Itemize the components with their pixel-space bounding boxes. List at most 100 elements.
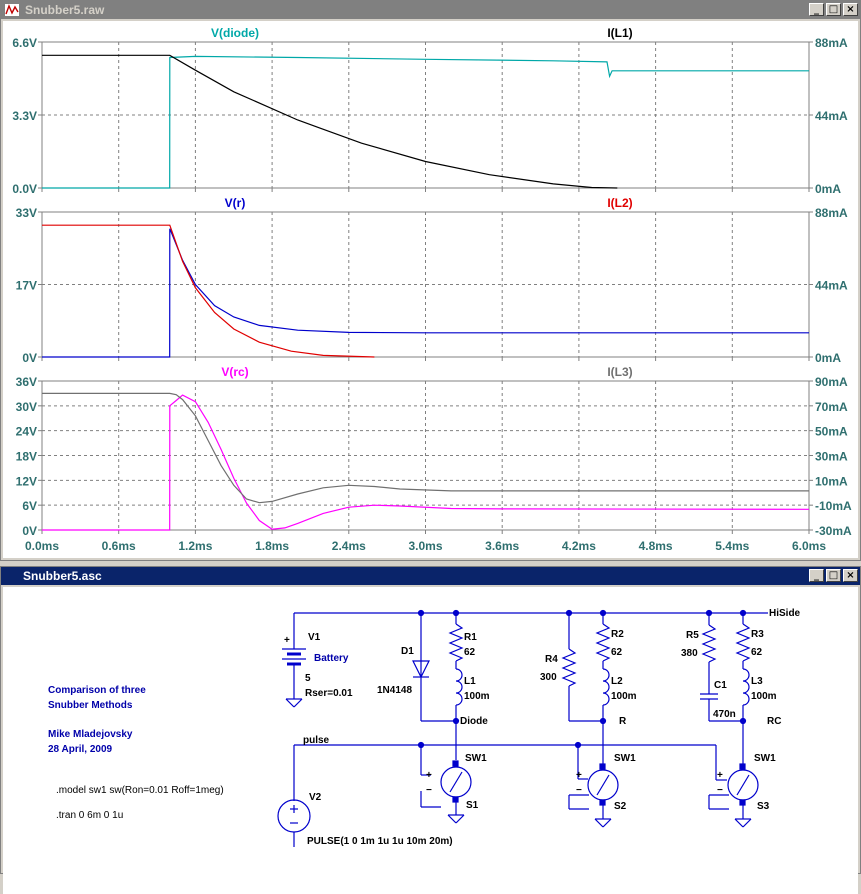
s3-instance: S3 xyxy=(757,801,770,812)
schematic-drawing[interactable]: Comparison of three Snubber Methods Mike… xyxy=(3,587,858,873)
y-tick-right-label: -10mA xyxy=(815,499,852,513)
plot-area[interactable]: 6.6V 88mA 3.3V 44mA 0.0V 0mA V(diode) I(L1) 33V 8… xyxy=(3,21,858,558)
plot-pane-1[interactable] xyxy=(38,41,813,192)
y-tick-left-label: 0.0V xyxy=(12,182,37,196)
x-tick-label: 1.8ms xyxy=(255,539,289,553)
r1-name: R1 xyxy=(464,632,477,643)
y-tick-right-label: 0mA xyxy=(815,182,841,196)
s1-plus: + xyxy=(426,770,432,781)
minimize-button[interactable]: _ xyxy=(809,3,824,16)
trace-label[interactable]: I(L2) xyxy=(607,196,632,210)
y-tick-left-label: 6.6V xyxy=(12,36,37,50)
s3-plus: + xyxy=(717,770,723,781)
s3-minus: − xyxy=(717,785,723,796)
ground-symbol xyxy=(285,698,303,708)
y-tick-left-label: 24V xyxy=(16,425,37,439)
y-tick-left-label: 36V xyxy=(16,375,37,389)
rc-node-label: RC xyxy=(767,716,781,727)
schematic-window-title: Snubber5.asc xyxy=(23,569,102,583)
trace-i-l1-[interactable] xyxy=(42,54,618,189)
r5-value: 380 xyxy=(681,648,698,659)
y-tick-left-label: 0V xyxy=(22,524,37,538)
voltage-source-v2[interactable] xyxy=(277,799,311,847)
d1-model: 1N4148 xyxy=(377,685,412,696)
y-tick-right-label: 90mA xyxy=(815,375,848,389)
y-tick-right-label: 30mA xyxy=(815,450,848,464)
waveform-icon xyxy=(4,3,20,17)
c1-name: C1 xyxy=(714,680,727,691)
l3-name: L3 xyxy=(751,676,763,687)
waveform-titlebar[interactable]: Snubber5.raw _ □ × xyxy=(1,1,860,19)
trace-label[interactable]: V(rc) xyxy=(221,365,248,379)
sw1-model-3: SW1 xyxy=(754,753,776,764)
waveform-window: Snubber5.raw _ □ × 6.6V 88mA 3.3V 44mA 0.0V 0… xyxy=(0,0,861,561)
trace-i-l3-[interactable] xyxy=(42,392,809,504)
minimize-button[interactable]: _ xyxy=(809,569,824,582)
maximize-button[interactable]: □ xyxy=(826,569,841,582)
maximize-button[interactable]: □ xyxy=(826,3,841,16)
y-tick-left-label: 33V xyxy=(16,206,37,220)
y-tick-right-label: 88mA xyxy=(815,206,848,220)
tran-directive[interactable]: .tran 0 6m 0 1u xyxy=(56,810,123,821)
y-tick-right-label: 70mA xyxy=(815,400,848,414)
trace-label[interactable]: V(diode) xyxy=(211,26,259,40)
plot-pane-2[interactable] xyxy=(38,211,813,361)
x-tick-label: 0.0ms xyxy=(25,539,59,553)
x-tick-label: 5.4ms xyxy=(715,539,749,553)
battery-v1[interactable] xyxy=(282,613,306,699)
r1-value: 62 xyxy=(464,647,476,658)
pulse-label: pulse xyxy=(303,735,330,746)
trace-i-l2-[interactable] xyxy=(42,224,375,358)
close-button[interactable]: × xyxy=(843,569,858,582)
y-tick-right-label: 50mA xyxy=(815,425,848,439)
r2-value: 62 xyxy=(611,647,623,658)
trace-v-r-[interactable] xyxy=(42,228,809,358)
s2-instance: S2 xyxy=(614,801,627,812)
l3-value: 100m xyxy=(751,691,777,702)
y-tick-right-label: 10mA xyxy=(815,474,848,488)
s2-plus: + xyxy=(576,770,582,781)
l1-value: 100m xyxy=(464,691,490,702)
battery-name: V1 xyxy=(308,632,321,643)
x-tick-label: 3.6ms xyxy=(485,539,519,553)
s1-instance: S1 xyxy=(466,800,479,811)
x-tick-label: 1.2ms xyxy=(178,539,212,553)
branch-1[interactable] xyxy=(412,609,472,824)
schematic-canvas[interactable]: Comparison of three Snubber Methods Mike… xyxy=(3,587,858,894)
y-tick-right-label: 0mA xyxy=(815,351,841,365)
branch-3[interactable] xyxy=(700,609,759,828)
sw1-model-1: SW1 xyxy=(465,753,487,764)
r2-name: R2 xyxy=(611,629,624,640)
x-tick-label: 3.0ms xyxy=(408,539,442,553)
battery-plus: + xyxy=(284,635,290,646)
author-date: 28 April, 2009 xyxy=(48,744,113,755)
s2-minus: − xyxy=(576,785,582,796)
hiside-label: HiSide xyxy=(769,608,801,619)
schematic-window: Snubber5.asc _ □ × Comparison of three S… xyxy=(0,566,861,894)
model-directive[interactable]: .model sw1 sw(Ron=0.01 Roff=1meg) xyxy=(56,785,224,796)
title-line-2: Snubber Methods xyxy=(48,700,133,711)
waveform-plots[interactable]: 6.6V 88mA 3.3V 44mA 0.0V 0mA V(diode) I(L1) 33V 8… xyxy=(3,21,858,558)
v2-name: V2 xyxy=(309,792,322,803)
trace-label[interactable]: I(L1) xyxy=(607,26,632,40)
r4-name: R4 xyxy=(545,654,558,665)
y-tick-left-label: 18V xyxy=(16,450,37,464)
plot-pane-3[interactable] xyxy=(38,380,813,534)
author-name: Mike Mladejovsky xyxy=(48,729,133,740)
trace-v-diode-[interactable] xyxy=(42,55,809,189)
r5-name: R5 xyxy=(686,630,699,641)
r3-value: 62 xyxy=(751,647,763,658)
r4-value: 300 xyxy=(540,672,557,683)
trace-label[interactable]: I(L3) xyxy=(607,365,632,379)
battery-label: Battery xyxy=(314,653,349,664)
trace-v-rc-[interactable] xyxy=(42,394,810,531)
trace-label[interactable]: V(r) xyxy=(225,196,246,210)
x-tick-label: 6.0ms xyxy=(792,539,826,553)
schematic-titlebar[interactable]: Snubber5.asc _ □ × xyxy=(1,567,860,585)
c1-value: 470n xyxy=(713,709,736,720)
x-tick-label: 4.2ms xyxy=(562,539,596,553)
v2-value: PULSE(1 0 1m 1u 1u 10m 20m) xyxy=(307,836,453,847)
close-button[interactable]: × xyxy=(843,3,858,16)
x-tick-label: 0.6ms xyxy=(102,539,136,553)
branch-2[interactable] xyxy=(561,609,619,828)
